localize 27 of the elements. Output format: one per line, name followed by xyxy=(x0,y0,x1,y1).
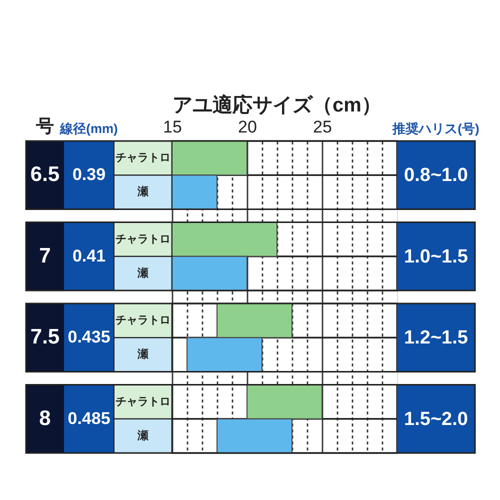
text: 瀬 xyxy=(138,267,148,280)
y2-tick-label: 0.8~1.0 xyxy=(404,165,468,186)
text: 0.485 xyxy=(68,408,110,428)
y-tick-label: 7.5 xyxy=(30,326,60,349)
y2-tick-label: 1.5~2.0 xyxy=(404,408,468,430)
text: 瀬 xyxy=(138,430,148,442)
text: 0.435 xyxy=(68,328,110,347)
text: 線径(mm) xyxy=(59,121,118,136)
y-tick-label: 8 xyxy=(39,406,52,430)
y-tick-label: 7 xyxy=(39,244,51,268)
x-tick-label: 20 xyxy=(238,118,257,136)
text: チャラトロ xyxy=(116,314,170,327)
y2-axis-title: 推奨ハリス(号) xyxy=(392,121,480,136)
text: チャラトロ xyxy=(116,233,170,246)
x-tick-label: 15 xyxy=(163,118,182,136)
y2-tick-label: 1.0~1.5 xyxy=(404,246,468,268)
text: 瀬 xyxy=(138,348,148,361)
y-axis-title: 号 xyxy=(35,116,54,136)
y-tick-label: 6.5 xyxy=(30,163,60,186)
y2-tick-label: 1.2~1.5 xyxy=(404,328,468,349)
x-tick-label: 25 xyxy=(313,118,332,136)
series-label: チャラトロ xyxy=(116,152,170,164)
text: 0.41 xyxy=(72,246,106,266)
text: 瀬 xyxy=(136,185,148,198)
text: チャラトロ xyxy=(116,396,170,408)
text: 0.39 xyxy=(72,165,106,184)
x-axis-title: アユ適応サイズ（cm） xyxy=(172,94,382,116)
